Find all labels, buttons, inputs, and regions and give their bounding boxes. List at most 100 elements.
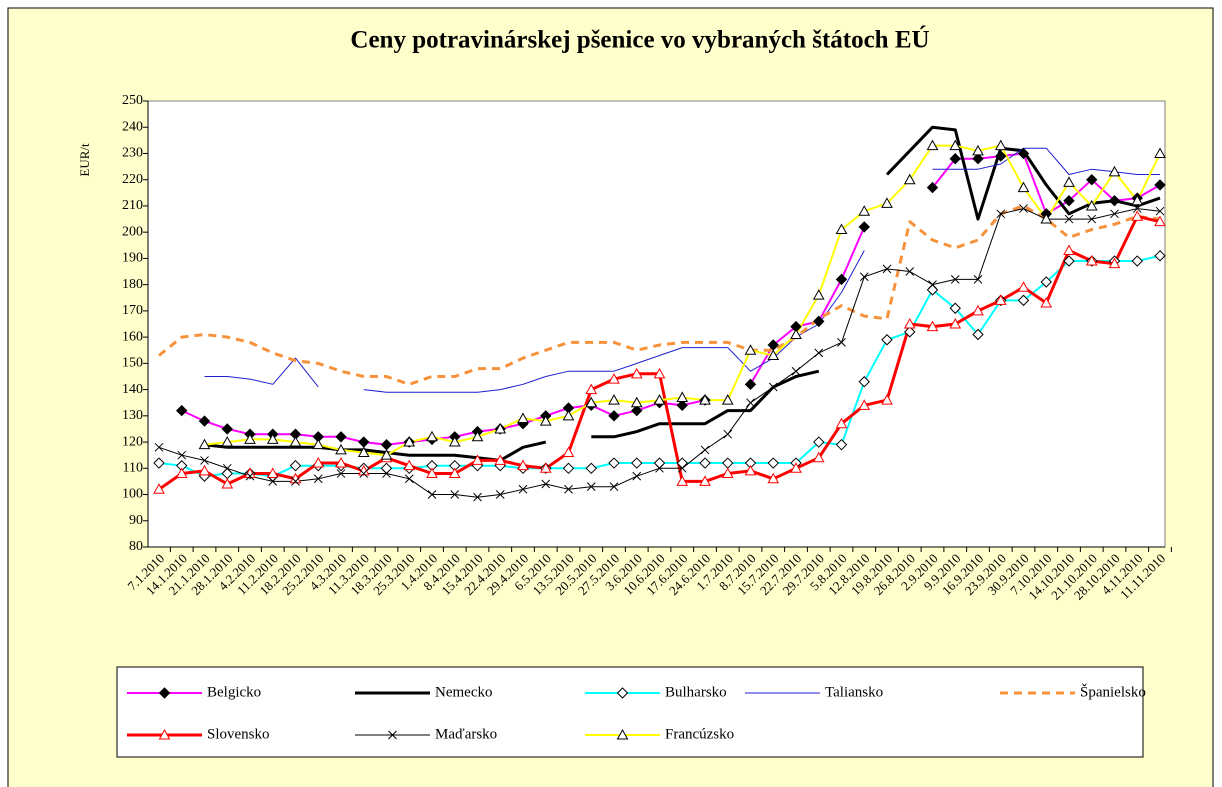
marker bbox=[1063, 176, 1075, 187]
marker bbox=[723, 429, 733, 439]
legend-label: Taliansko bbox=[825, 684, 883, 700]
marker bbox=[1131, 210, 1144, 221]
y-tick-label: 170 bbox=[122, 303, 143, 318]
marker bbox=[972, 144, 984, 156]
marker bbox=[1085, 255, 1098, 266]
marker bbox=[404, 474, 414, 484]
marker bbox=[812, 451, 825, 463]
marker bbox=[289, 459, 302, 472]
marker bbox=[1017, 147, 1030, 160]
y-axis-label: EUR/t bbox=[77, 143, 92, 177]
marker bbox=[495, 490, 505, 499]
marker bbox=[244, 433, 256, 444]
marker bbox=[859, 272, 869, 282]
series-line bbox=[204, 147, 1160, 393]
marker bbox=[813, 315, 825, 328]
y-tick-label: 210 bbox=[122, 198, 143, 213]
marker bbox=[744, 464, 757, 476]
marker bbox=[335, 443, 347, 455]
marker bbox=[1040, 213, 1053, 224]
y-tick-label: 250 bbox=[122, 93, 143, 108]
marker bbox=[721, 467, 734, 479]
legend-label: Maďarsko bbox=[435, 726, 497, 742]
marker bbox=[903, 173, 916, 185]
marker bbox=[158, 728, 171, 740]
marker bbox=[790, 328, 802, 339]
marker bbox=[835, 417, 848, 429]
marker bbox=[1131, 255, 1143, 267]
marker bbox=[335, 457, 347, 468]
marker bbox=[1040, 276, 1052, 288]
marker bbox=[245, 471, 255, 481]
marker bbox=[336, 469, 346, 478]
marker bbox=[562, 462, 575, 475]
marker bbox=[1087, 214, 1097, 224]
marker bbox=[1155, 206, 1165, 216]
marker bbox=[609, 482, 619, 492]
marker bbox=[153, 457, 165, 469]
marker bbox=[313, 474, 323, 484]
marker bbox=[585, 462, 597, 475]
y-tick-label: 80 bbox=[129, 539, 143, 554]
legend-label: Belgicko bbox=[207, 684, 261, 700]
marker bbox=[175, 467, 188, 479]
marker bbox=[768, 382, 778, 392]
y-tick-label: 180 bbox=[122, 277, 143, 292]
marker bbox=[289, 436, 302, 447]
y-tick-label: 120 bbox=[122, 434, 143, 449]
marker bbox=[790, 462, 802, 473]
marker bbox=[700, 445, 710, 455]
marker bbox=[585, 383, 598, 395]
legend-label: Nemecko bbox=[435, 684, 492, 700]
marker bbox=[699, 394, 711, 405]
marker bbox=[767, 349, 780, 360]
marker bbox=[153, 483, 165, 494]
marker bbox=[767, 457, 779, 469]
marker bbox=[949, 153, 961, 165]
marker bbox=[1132, 204, 1142, 213]
marker bbox=[312, 438, 325, 450]
marker bbox=[1131, 194, 1144, 206]
marker bbox=[198, 415, 211, 427]
marker bbox=[972, 153, 984, 165]
marker bbox=[812, 289, 825, 300]
marker bbox=[744, 344, 757, 355]
marker bbox=[676, 391, 689, 402]
marker bbox=[744, 378, 757, 391]
marker bbox=[1108, 257, 1121, 269]
marker bbox=[448, 467, 461, 479]
marker bbox=[562, 446, 575, 458]
marker bbox=[518, 484, 528, 494]
marker bbox=[1063, 194, 1075, 207]
marker bbox=[814, 348, 824, 358]
marker bbox=[494, 454, 507, 465]
marker bbox=[222, 463, 232, 473]
y-tick-label: 220 bbox=[122, 172, 143, 187]
marker bbox=[835, 223, 848, 235]
marker bbox=[359, 469, 369, 478]
marker bbox=[450, 490, 460, 499]
y-tick-label: 200 bbox=[122, 224, 143, 239]
marker bbox=[950, 275, 960, 284]
marker bbox=[266, 467, 279, 479]
marker bbox=[608, 457, 620, 469]
chart-title: Ceny potravinárskej pšenice vo vybraných… bbox=[350, 26, 929, 54]
marker bbox=[1108, 165, 1121, 177]
marker bbox=[517, 459, 529, 471]
marker bbox=[471, 430, 484, 442]
marker bbox=[813, 436, 825, 448]
marker bbox=[926, 139, 939, 151]
marker bbox=[357, 446, 370, 458]
marker bbox=[903, 317, 916, 329]
marker bbox=[608, 373, 620, 384]
marker bbox=[994, 294, 1007, 305]
marker bbox=[858, 399, 871, 410]
marker bbox=[312, 457, 325, 468]
marker bbox=[1086, 173, 1098, 186]
marker bbox=[200, 456, 209, 465]
marker bbox=[221, 423, 233, 435]
marker bbox=[767, 472, 780, 484]
marker bbox=[994, 139, 1007, 151]
marker bbox=[471, 454, 484, 465]
marker bbox=[1108, 194, 1121, 207]
